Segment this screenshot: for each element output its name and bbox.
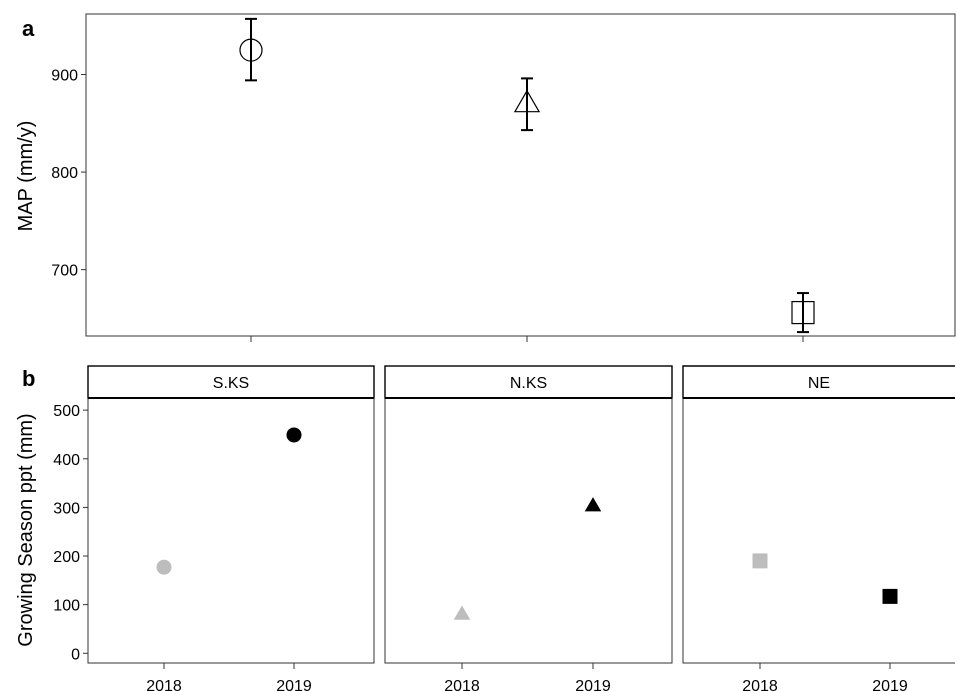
panel-b-ylabel: Growing Season ppt (mm) xyxy=(15,413,37,646)
panel-b-xtick-label: 2019 xyxy=(575,678,611,691)
panel-b-ytick-label: 500 xyxy=(53,403,80,420)
panel-b-point xyxy=(752,553,768,569)
panel-a-frame xyxy=(85,13,956,337)
panel-b-plot: 0 100 200 300 400 500 S.KS 2018 2019 N.KS 2018 2019… xyxy=(53,365,955,691)
panel-b-xtick-label: 2019 xyxy=(276,678,312,691)
panel-b-point xyxy=(286,427,302,443)
panel-b-point xyxy=(584,497,602,512)
panel-a-point xyxy=(791,300,815,325)
panel-b-ytick-label: 200 xyxy=(53,549,80,566)
facet-strip xyxy=(384,365,673,399)
panel-a-point xyxy=(239,38,263,62)
facet-strip-label: S.KS xyxy=(213,375,249,392)
panel-a-ytick-label: 700 xyxy=(51,263,78,280)
panel-b-xtick-label: 2018 xyxy=(146,678,182,691)
facet-strip-label: NE xyxy=(808,375,830,392)
panel-b-ytick-label: 100 xyxy=(53,598,80,615)
panel-b-letter: b xyxy=(22,366,35,391)
panel-b-ytick-label: 300 xyxy=(53,500,80,517)
panel-b-xtick-label: 2018 xyxy=(444,678,480,691)
panel-a-ytick-label: 900 xyxy=(51,67,78,84)
panel-a-letter: a xyxy=(22,16,35,41)
facet-frame xyxy=(682,397,955,664)
facet-strip-label: N.KS xyxy=(510,375,547,392)
panel-b-point xyxy=(453,605,471,620)
panel-a-ytick-label: 800 xyxy=(51,165,78,182)
panel-b-point xyxy=(156,559,172,575)
facet-frame xyxy=(384,397,673,664)
panel-b-ytick-label: 400 xyxy=(53,452,80,469)
panel-b-point xyxy=(882,588,898,604)
panel-a-plot: 700 800 900 xyxy=(51,13,956,342)
panel-a-ylabel: MAP (mm/y) xyxy=(15,121,37,232)
panel-a-point xyxy=(513,89,541,113)
panel-b-ytick-label: 0 xyxy=(71,646,80,663)
panel-b-xtick-label: 2019 xyxy=(872,678,908,691)
facet-frame xyxy=(87,397,375,664)
panel-b-xtick-label: 2018 xyxy=(742,678,778,691)
